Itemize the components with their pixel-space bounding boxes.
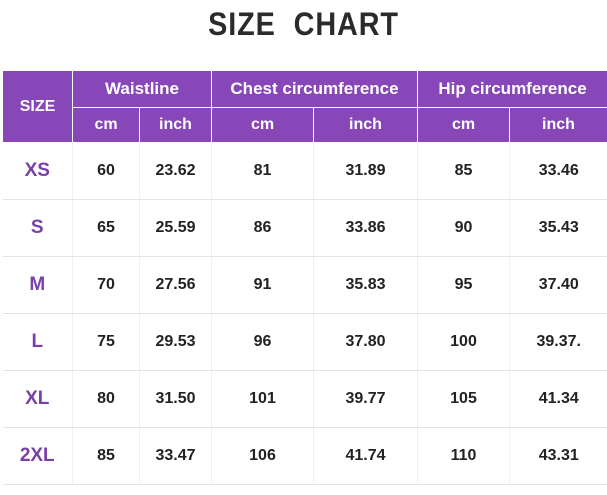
value-cell: 31.50	[139, 370, 212, 428]
unit-header: inch	[139, 107, 212, 143]
table-row: S 65 25.59 86 33.86 90 35.43	[2, 199, 607, 257]
value-cell: 101	[211, 370, 314, 428]
group-header: Hip circumference	[417, 70, 607, 108]
table-row: XL 80 31.50 101 39.77 105 41.34	[2, 370, 607, 428]
value-cell: 105	[417, 370, 510, 428]
value-cell: 70	[72, 256, 140, 314]
value-cell: 27.56	[139, 256, 212, 314]
size-cell: S	[2, 199, 73, 257]
size-header: SIZE	[2, 70, 73, 143]
value-cell: 25.59	[139, 199, 212, 257]
unit-header: inch	[509, 107, 607, 143]
value-cell: 80	[72, 370, 140, 428]
unit-header: cm	[211, 107, 314, 143]
value-cell: 39.77	[313, 370, 418, 428]
unit-header: inch	[313, 107, 418, 143]
value-cell: 110	[417, 427, 510, 485]
group-header: Chest circumference	[211, 70, 418, 108]
unit-header: cm	[417, 107, 510, 143]
table-row: L 75 29.53 96 37.80 100 39.37.	[2, 313, 607, 371]
table-row: 2XL 85 33.47 106 41.74 110 43.31	[2, 427, 607, 485]
value-cell: 33.86	[313, 199, 418, 257]
value-cell: 33.47	[139, 427, 212, 485]
value-cell: 60	[72, 142, 140, 200]
value-cell: 106	[211, 427, 314, 485]
value-cell: 85	[72, 427, 140, 485]
size-cell: 2XL	[2, 427, 73, 485]
value-cell: 85	[417, 142, 510, 200]
size-cell: L	[2, 313, 73, 371]
value-cell: 29.53	[139, 313, 212, 371]
value-cell: 90	[417, 199, 510, 257]
title: SIZE CHART	[208, 6, 399, 42]
value-cell: 37.40	[509, 256, 607, 314]
value-cell: 35.83	[313, 256, 418, 314]
value-cell: 96	[211, 313, 314, 371]
value-cell: 23.62	[139, 142, 212, 200]
value-cell: 95	[417, 256, 510, 314]
size-cell: XS	[2, 142, 73, 200]
value-cell: 81	[211, 142, 314, 200]
value-cell: 91	[211, 256, 314, 314]
table-row: M 70 27.56 91 35.83 95 37.40	[2, 256, 607, 314]
value-cell: 33.46	[509, 142, 607, 200]
size-table: SIZE Waistline Chest circumference Hip c…	[2, 70, 607, 485]
value-cell: 86	[211, 199, 314, 257]
value-cell: 39.37.	[509, 313, 607, 371]
value-cell: 65	[72, 199, 140, 257]
value-cell: 41.34	[509, 370, 607, 428]
value-cell: 31.89	[313, 142, 418, 200]
value-cell: 75	[72, 313, 140, 371]
value-cell: 43.31	[509, 427, 607, 485]
value-cell: 100	[417, 313, 510, 371]
group-header: Waistline	[72, 70, 212, 108]
value-cell: 37.80	[313, 313, 418, 371]
size-cell: M	[2, 256, 73, 314]
value-cell: 35.43	[509, 199, 607, 257]
value-cell: 41.74	[313, 427, 418, 485]
table-row: XS 60 23.62 81 31.89 85 33.46	[2, 142, 607, 200]
size-cell: XL	[2, 370, 73, 428]
unit-header: cm	[72, 107, 140, 143]
